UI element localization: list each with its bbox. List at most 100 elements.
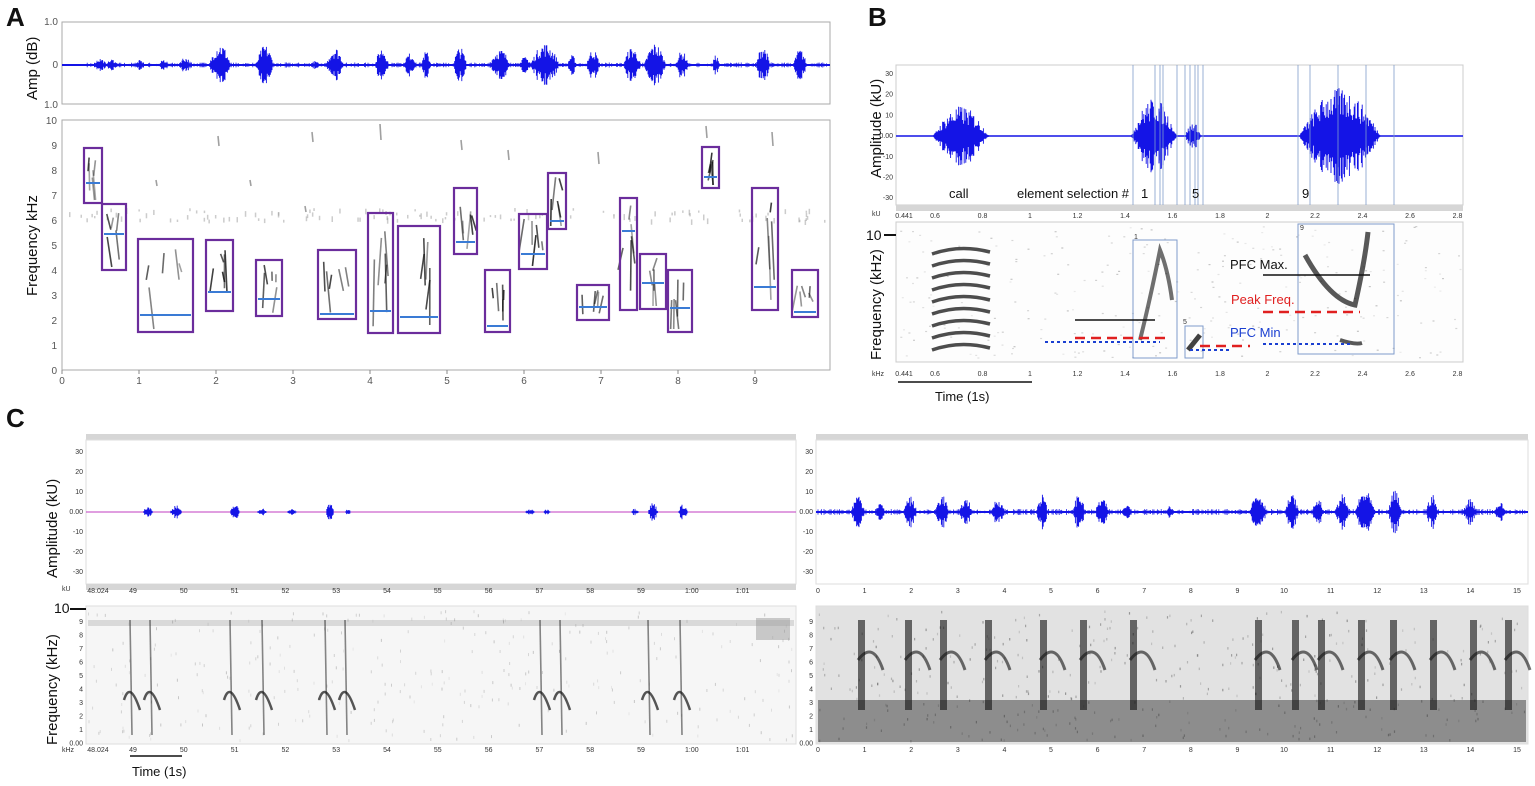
- panel-b-time-tick-bottom: 2.2: [1310, 371, 1320, 378]
- panel-c-right-noise-mark: [1262, 633, 1264, 636]
- panel-c-right-noise-mark: [1477, 717, 1479, 721]
- panel-a-time-tick: 1: [136, 376, 142, 387]
- panel-a-waveform-burst: [756, 50, 771, 80]
- panel-c-right-noise-mark: [950, 686, 952, 689]
- panel-c-right-noise-mark: [1171, 674, 1173, 678]
- panel-b-time-tick-top: 2: [1266, 213, 1270, 220]
- panel-b-noise-mark: [1334, 349, 1337, 352]
- panel-c-right-noise-mark: [1052, 710, 1054, 713]
- panel-b-waveform: [933, 88, 1382, 184]
- panel-c-right-noise-mark: [1462, 649, 1465, 653]
- panel-c-right-time-tick-top: 13: [1420, 588, 1428, 595]
- panel-c-right-noise-mark: [1256, 617, 1258, 620]
- panel-c-left-noise-mark: [568, 684, 570, 688]
- panel-c-right-noise-mark: [1075, 695, 1077, 699]
- panel-b-noise-mark: [1074, 356, 1077, 358]
- panel-b-noise-mark: [1138, 322, 1141, 324]
- panel-c-right-noise-mark: [1074, 716, 1076, 720]
- panel-c-amp-tick: -20: [73, 549, 83, 556]
- panel-c-right-noise-mark: [1180, 728, 1182, 732]
- panel-b-noise-mark: [1289, 314, 1292, 316]
- panel-c-left-noise-mark: [373, 718, 375, 722]
- panel-c-right-noise-mark: [1003, 739, 1005, 742]
- panel-c-right-noise-mark: [1425, 734, 1427, 737]
- panel-c-right-noise-mark: [1188, 721, 1190, 725]
- panel-b-selection-box-5-label: 5: [1183, 319, 1187, 326]
- panel-c-right-noise-mark: [981, 738, 983, 742]
- panel-c-left-noise-mark: [112, 648, 114, 652]
- panel-c-left-noise-mark: [230, 611, 232, 615]
- panel-c-left-noise-mark: [520, 618, 522, 622]
- panel-a-element-trace: [799, 291, 803, 307]
- panel-b-noise-mark: [1244, 242, 1247, 245]
- panel-b-time-tick-top: 1.8: [1215, 213, 1225, 220]
- panel-b-noise-mark: [912, 231, 914, 233]
- panel-c-left-noise-mark: [322, 612, 324, 616]
- panel-b-amp-tick: 20: [885, 92, 893, 99]
- panel-a-element-trace: [91, 177, 96, 201]
- panel-b-noise-mark: [1257, 326, 1260, 329]
- panel-c-right-note-column: [940, 620, 947, 710]
- panel-a-noise-mark: [784, 209, 787, 215]
- panel-b-noise-mark: [1174, 300, 1177, 303]
- panel-c-right-noise-mark: [1002, 642, 1004, 646]
- panel-b-noise-mark: [1223, 233, 1226, 235]
- panel-b-noise-mark: [1203, 332, 1206, 334]
- panel-a-noise-mark: [69, 212, 71, 218]
- panel-c-left-noise-mark: [175, 652, 177, 656]
- panel-c-left-noise-mark: [478, 705, 480, 709]
- panel-b-noise-mark: [1424, 270, 1427, 272]
- panel-c-left-noise-mark: [753, 713, 755, 717]
- panel-c-right-noise-mark: [974, 643, 976, 646]
- panel-c-right-noise-mark: [1219, 728, 1221, 731]
- panel-c-right-time-tick-top: 11: [1327, 588, 1334, 595]
- panel-a-element-trace: [470, 215, 478, 231]
- panel-c-right-noise-mark: [1285, 684, 1287, 688]
- panel-a-element-trace: [224, 250, 228, 293]
- panel-c-right-noise-mark: [896, 618, 898, 621]
- panel-b-noise-mark: [1054, 292, 1057, 294]
- panel-b-noise-mark: [1001, 331, 1004, 333]
- panel-c-right-noise-mark: [1114, 646, 1116, 650]
- panel-c-left-time-ticks-bottom: 48.024 49 50 51 52 53 54 55 56 57 58 59 1:00 1:01: [87, 747, 749, 754]
- panel-c-left-noise-mark: [536, 686, 538, 689]
- panel-c-right-noise-mark: [1155, 678, 1158, 682]
- panel-c-left-noise-mark: [597, 679, 599, 683]
- panel-c-right-noise-mark: [981, 680, 984, 684]
- panel-b-noise-mark: [1241, 355, 1244, 357]
- panel-c-right-noise-mark: [1521, 686, 1523, 690]
- panel-a-element-trace: [87, 157, 90, 172]
- panel-a-noise-mark: [309, 209, 311, 214]
- panel-b-time-tick-bottom: 0.8: [978, 371, 988, 378]
- panel-a-noise-mark: [311, 212, 314, 217]
- panel-c-left-noise-mark: [170, 653, 172, 657]
- panel-b-time-tick-top: 2.6: [1405, 213, 1415, 220]
- panel-c-freq-tick: 8: [79, 633, 83, 640]
- panel-b-noise-mark: [1073, 290, 1076, 293]
- panel-c-right-noise-mark: [1298, 737, 1300, 741]
- panel-b-noise-mark: [1101, 285, 1104, 287]
- panel-c-amp-tick: 30: [75, 449, 83, 456]
- panel-c-right-noise-mark: [915, 680, 918, 683]
- panel-c-right-noise-mark: [1089, 652, 1091, 656]
- panel-a-faint-trace: [304, 205, 307, 213]
- panel-a-noise-mark: [572, 208, 575, 211]
- panel-c-left-noise-mark: [525, 682, 526, 686]
- panel-b-noise-mark: [1211, 281, 1214, 283]
- panel-c-right-note-trace: [1316, 650, 1345, 671]
- panel-a-waveform-burst: [453, 48, 468, 82]
- panel-c-right-noise-mark: [1476, 712, 1478, 716]
- panel-b-noise-mark: [900, 336, 903, 338]
- panel-b-amp-tick: 10: [885, 112, 893, 119]
- panel-c-right-noise-mark: [823, 626, 825, 630]
- panel-c-right-noise-mark: [875, 645, 877, 649]
- panel-b-noise-mark: [1258, 321, 1261, 323]
- panel-c-right-time-tick-top: 15: [1513, 588, 1521, 595]
- panel-c-left-noise-mark: [507, 702, 509, 706]
- panel-a-freq-tick: 1: [51, 341, 57, 352]
- panel-a-noise-mark: [214, 215, 217, 219]
- panel-b-selection-box-1: [1132, 239, 1178, 359]
- panel-c-right-noise-mark: [933, 721, 935, 724]
- panel-c-left-noise-mark: [596, 711, 597, 715]
